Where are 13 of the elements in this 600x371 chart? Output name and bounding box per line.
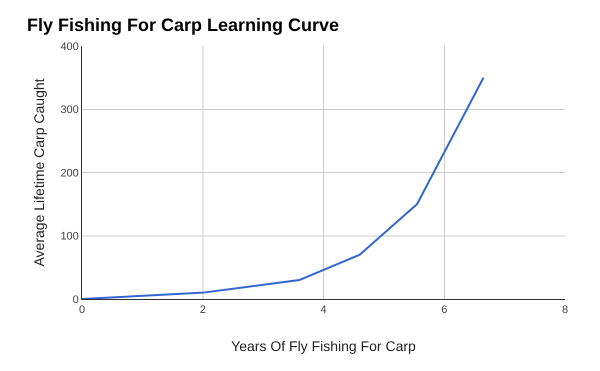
x-tick-label: 4 bbox=[320, 304, 327, 316]
chart-title: Fly Fishing For Carp Learning Curve bbox=[27, 15, 340, 36]
y-tick-label: 0 bbox=[72, 294, 79, 306]
x-tick-label: 6 bbox=[441, 304, 448, 316]
x-axis-title: Years Of Fly Fishing For Carp bbox=[231, 338, 416, 354]
y-tick-label: 300 bbox=[60, 104, 79, 116]
y-tick-label: 400 bbox=[60, 40, 79, 53]
line-series bbox=[82, 76, 484, 299]
x-tick-label: 8 bbox=[562, 304, 568, 316]
y-axis-title: Average Lifetime Carp Caught bbox=[31, 78, 47, 267]
x-tick-label: 2 bbox=[200, 304, 206, 316]
y-tick-label: 200 bbox=[60, 167, 79, 180]
y-tick-label: 100 bbox=[60, 230, 79, 243]
